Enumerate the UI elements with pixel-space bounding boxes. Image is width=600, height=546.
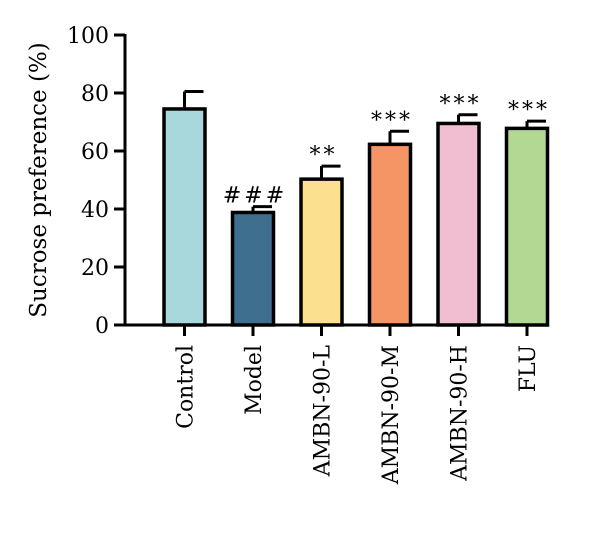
y-axis: 0 20 40 60 80 100 (67, 24, 127, 339)
bar (230, 210, 276, 327)
y-tick-label: 80 (81, 82, 109, 107)
y-tick-label: 20 (81, 256, 109, 281)
x-tick-label: AMBN-90-H (448, 345, 473, 482)
x-tick-label: FLU (516, 345, 541, 392)
significance-label: *** (440, 92, 482, 117)
y-tick-label: 0 (95, 314, 109, 339)
x-tick-label: AMBN-90-L (311, 345, 336, 478)
y-tick-label: 40 (81, 198, 109, 223)
bars: ###******** *** (162, 90, 550, 327)
y-tick-label: 60 (81, 140, 109, 165)
significance-label: *** (371, 108, 413, 133)
x-tick-label: AMBN-90-M (379, 345, 404, 485)
significance-label: ### (223, 184, 287, 209)
bar (162, 107, 207, 327)
x-tick-label: Model (242, 345, 267, 415)
y-tick-label: 100 (67, 24, 109, 49)
x-tick-label: Control (174, 345, 199, 429)
significance-label: ** (310, 143, 338, 168)
bar (504, 126, 550, 327)
significance-label: *** (508, 98, 550, 123)
bar (299, 177, 344, 327)
bar (436, 121, 481, 327)
y-axis-title: Sucrose preference (%) (26, 42, 52, 318)
x-axis: Control Model AMBN-90-L AMBN-90-M AMBN-90-H F… (123, 323, 545, 485)
bar (367, 142, 413, 327)
